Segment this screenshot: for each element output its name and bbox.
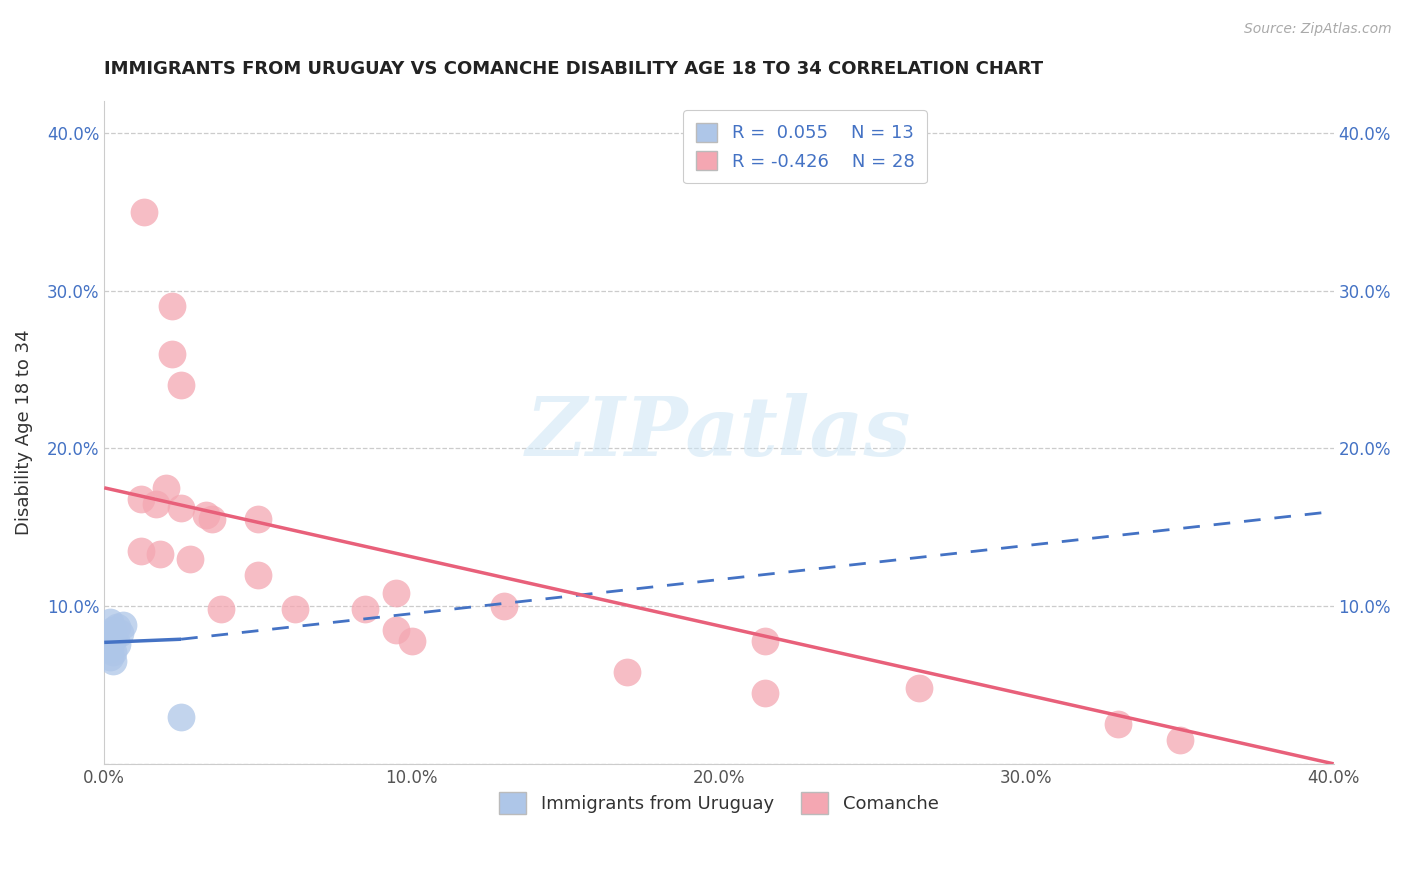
Point [103, 654, 125, 668]
Point [209, 602, 232, 616]
Point [284, 602, 307, 616]
Point [194, 508, 217, 522]
Point [179, 551, 201, 566]
Point [111, 618, 134, 632]
Point [1108, 717, 1130, 731]
Point [129, 491, 152, 506]
Point [103, 632, 125, 647]
Point [385, 586, 408, 600]
Point [616, 665, 638, 680]
Point [754, 633, 776, 648]
Legend: Immigrants from Uruguay, Comanche: Immigrants from Uruguay, Comanche [492, 785, 946, 821]
Point [170, 709, 193, 723]
Point [105, 619, 128, 633]
Point [246, 567, 269, 582]
Point [385, 623, 408, 637]
Point [170, 501, 193, 516]
Point [148, 547, 170, 561]
Point [105, 637, 128, 651]
Point [103, 623, 125, 637]
Point [492, 599, 515, 613]
Point [246, 512, 269, 526]
Point [100, 649, 122, 664]
Point [100, 615, 122, 629]
Point [134, 204, 156, 219]
Text: IMMIGRANTS FROM URUGUAY VS COMANCHE DISABILITY AGE 18 TO 34 CORRELATION CHART: IMMIGRANTS FROM URUGUAY VS COMANCHE DISA… [104, 60, 1043, 78]
Point [401, 633, 423, 648]
Point [160, 347, 183, 361]
Point [145, 497, 167, 511]
Point [170, 378, 193, 392]
Y-axis label: Disability Age 18 to 34: Disability Age 18 to 34 [15, 330, 32, 535]
Point [1168, 733, 1191, 747]
Point [108, 626, 131, 640]
Point [354, 602, 377, 616]
Point [103, 645, 125, 659]
Point [129, 544, 152, 558]
Point [907, 681, 929, 695]
Point [155, 481, 177, 495]
Point [754, 686, 776, 700]
Point [100, 641, 122, 656]
Point [100, 627, 122, 641]
Text: Source: ZipAtlas.com: Source: ZipAtlas.com [1244, 22, 1392, 37]
Point [201, 512, 224, 526]
Point [160, 300, 183, 314]
Text: ZIPatlas: ZIPatlas [526, 392, 911, 473]
